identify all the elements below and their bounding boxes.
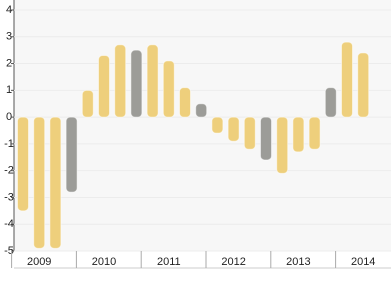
bar [211,116,224,134]
x-tick-label: 2010 [92,256,116,268]
bar [49,116,62,249]
y-tick-label: 4 [6,4,12,16]
x-tick-label: 2011 [157,256,181,268]
x-tick-label: 2012 [221,256,245,268]
bar [33,116,46,249]
bar [324,87,337,118]
bar [341,41,353,118]
bar [179,87,191,118]
bar [260,116,272,161]
bar [162,60,175,118]
bar [292,116,305,153]
y-tick-label: -4 [4,218,14,230]
bar [98,55,110,118]
y-tick-label: 2 [6,57,12,69]
bar [65,116,78,193]
y-tick-label: -2 [4,165,14,177]
bar [130,49,143,118]
bar [308,116,321,150]
x-tick-label: 2014 [351,256,375,268]
bar [114,44,127,118]
y-tick-label: -1 [4,138,14,150]
bar [276,116,289,174]
bar [195,103,208,118]
y-tick-label: -3 [4,191,14,203]
bar [146,44,159,118]
bar [17,116,29,212]
y-tick-label: 0 [6,111,12,123]
x-tick-label: 2013 [286,256,310,268]
bar [357,52,370,118]
bar [243,116,256,150]
bar [227,116,240,142]
y-tick-label: 1 [6,84,12,96]
y-tick-label: -5 [4,245,14,257]
bar [81,89,94,118]
x-tick-label: 2009 [27,256,51,268]
y-tick-label: 3 [6,31,12,43]
